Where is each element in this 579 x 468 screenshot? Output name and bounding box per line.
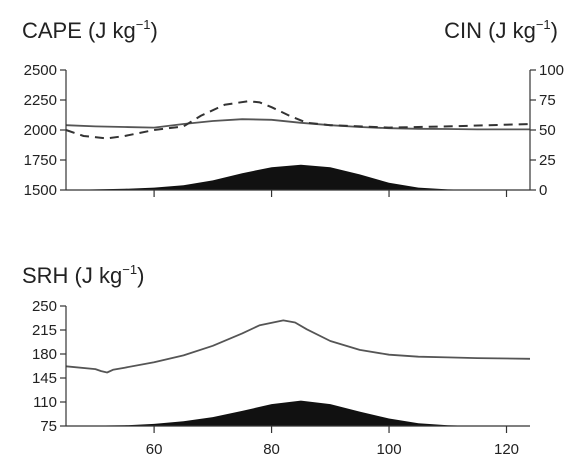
srh-panel: SRH (J kg−1) 250 215 180 145 110 75 60 80 100 12… [22,262,531,458]
cape-filled-area-group [66,164,530,190]
cin-y-tick-label: 25 [539,152,556,169]
srh-axis-title: SRH (J kg−1) [22,262,144,288]
cin-y-tick-label: 100 [539,62,564,79]
cape-cin-panel: CAPE (J kg−1) CIN (J kg−1) 2500 2250 2000 1… [22,17,564,199]
srh-y-tick-label: 250 [32,298,57,315]
cape-x-ticks [153,190,508,197]
cin-y-ticks: 100 75 50 25 0 [530,62,564,199]
srh-x-tick-label: 60 [146,441,163,458]
cape-y-tick-label: 2250 [24,92,57,109]
cin-y-tick-label: 75 [539,92,556,109]
cin-y-tick-label: 50 [539,122,556,139]
cin-y-tick-label: 0 [539,182,547,199]
cape-dashed-line-1 [65,100,531,140]
srh-x-tick-label: 120 [494,441,519,458]
cape-cin-lines-group [65,100,531,140]
srh-lines-group [65,319,531,374]
cape-solid-line-0 [65,118,530,131]
srh-y-tick-label: 145 [32,370,57,387]
cape-y-ticks: 2500 2250 2000 1750 1500 [24,62,66,199]
cape-filled-area [66,164,530,190]
srh-x-tick-label: 80 [263,441,280,458]
srh-y-tick-label: 180 [32,346,57,363]
cape-axis-title: CAPE (J kg−1) [22,17,158,43]
srh-y-ticks: 250 215 180 145 110 75 [32,298,66,435]
cin-axis-title: CIN (J kg−1) [444,17,558,43]
srh-x-tick-label: 100 [377,441,402,458]
srh-solid-line-0 [65,319,531,374]
srh-filled-area-group [66,400,530,426]
cape-y-tick-label: 2500 [24,62,57,79]
cape-y-tick-label: 1750 [24,152,57,169]
cape-y-tick-label: 1500 [24,182,57,199]
srh-y-tick-label: 75 [40,418,57,435]
srh-x-ticks: 60 80 100 120 [146,426,519,458]
srh-y-tick-label: 215 [32,322,57,339]
cape-y-tick-label: 2000 [24,122,57,139]
srh-y-tick-label: 110 [33,394,57,411]
srh-filled-area [66,400,530,426]
